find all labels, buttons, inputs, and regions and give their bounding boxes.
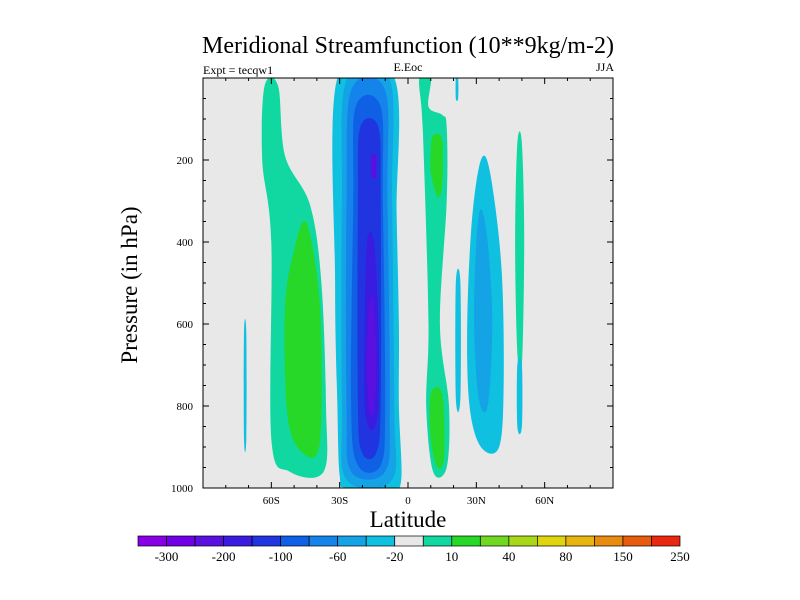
colorbar-swatch (137, 535, 167, 547)
colorbar-label: -100 (269, 549, 293, 564)
contour-nh-positive-strip (515, 131, 525, 375)
colorbar-label: -200 (212, 549, 236, 564)
x-tick-label: 0 (405, 495, 411, 507)
colorbar-swatch (280, 535, 310, 547)
contour-negative-upper-min (371, 153, 377, 179)
colorbar-swatch (451, 535, 481, 547)
colorbar-swatch (508, 535, 538, 547)
left-label: Expt = tecqw1 (203, 63, 273, 77)
contour-nh-negative-strip (516, 357, 523, 435)
colorbar-swatch (594, 535, 624, 547)
right-label: JJA (596, 60, 614, 74)
colorbar-swatch (394, 535, 424, 547)
plot-area: 60S 30S 0 30N 60N 200 400 600 800 1000 (171, 77, 614, 507)
colorbar-label: -20 (386, 549, 403, 564)
colorbar-swatch (479, 535, 510, 547)
contour-sh-thin-strip (243, 318, 247, 453)
colorbar: -300 -200 -100 -60 -20 10 40 80 150 250 (137, 535, 690, 564)
colorbar-label: 150 (613, 549, 633, 564)
y-tick-label: 400 (177, 237, 194, 249)
y-tick-label: 600 (177, 319, 194, 331)
colorbar-label: 250 (670, 549, 690, 564)
colorbar-swatch (308, 535, 339, 547)
contour-sh-positive-core (284, 220, 322, 458)
colorbar-swatch (223, 535, 253, 547)
x-axis-label: Latitude (370, 507, 447, 532)
colorbar-swatch (565, 535, 595, 547)
x-tick-label: 30N (467, 495, 486, 507)
x-tick-label: 60S (263, 495, 280, 507)
colorbar-label: -300 (155, 549, 179, 564)
contour-nh-negative-core (474, 209, 493, 413)
x-tick-label: 60N (535, 495, 554, 507)
colorbar-swatch (365, 535, 396, 547)
colorbar-swatch (422, 535, 453, 547)
colorbar-swatch (537, 535, 567, 547)
chart-title: Meridional Streamfunction (10**9kg/m-2) (202, 33, 614, 59)
colorbar-swatch (622, 535, 652, 547)
contour-nh-thin-strip-top (455, 78, 459, 102)
colorbar-label: -60 (329, 549, 346, 564)
colorbar-swatch (194, 535, 224, 547)
colorbar-label: 10 (445, 549, 458, 564)
y-tick-label: 1000 (171, 483, 194, 495)
colorbar-swatch (166, 535, 196, 547)
x-tick-label: 30S (331, 495, 348, 507)
colorbar-swatch (337, 535, 367, 547)
colorbar-label: 80 (559, 549, 572, 564)
center-label: E.Eoc (394, 60, 423, 74)
colorbar-swatch (651, 535, 681, 547)
contour-nh-positive-core-upper (430, 133, 444, 198)
y-tick-label: 800 (177, 401, 194, 413)
contour-nh-thin-strip (455, 268, 461, 413)
contour-nh-positive-core-lower (429, 386, 445, 469)
contour-negative-cell-min (367, 295, 377, 416)
y-axis-label: Pressure (in hPa) (117, 206, 142, 363)
y-tick-label: 200 (177, 155, 194, 167)
colorbar-label: 40 (502, 549, 515, 564)
colorbar-swatch (251, 535, 281, 547)
